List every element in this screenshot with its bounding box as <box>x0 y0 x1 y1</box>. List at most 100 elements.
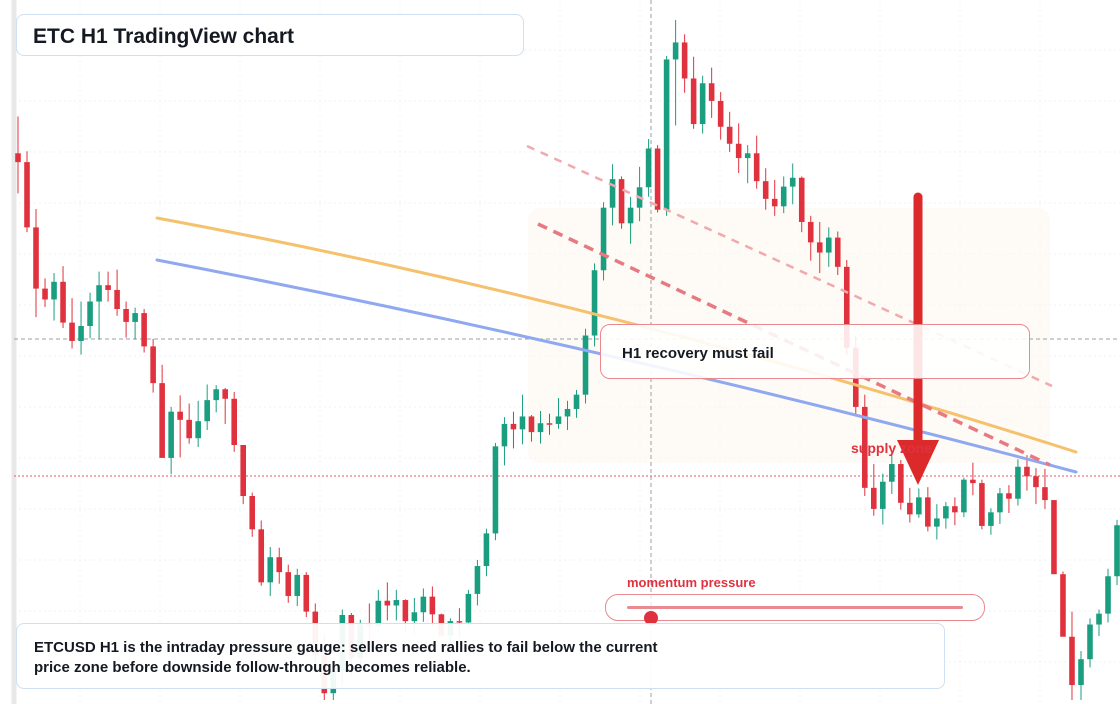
candle <box>943 502 949 529</box>
candle-body <box>15 153 21 163</box>
candle <box>961 477 967 518</box>
candle <box>384 582 391 621</box>
candle-body <box>492 446 499 534</box>
candle-body <box>375 600 382 626</box>
candle <box>1069 611 1075 700</box>
caption-text: ETCUSD H1 is the intraday pressure gauge… <box>34 639 658 676</box>
candle-body <box>258 529 265 583</box>
candle <box>87 292 93 339</box>
candle-body <box>735 143 742 159</box>
candle-body <box>510 423 517 430</box>
candle <box>168 406 174 475</box>
candle-body <box>699 83 706 125</box>
gauge-knob <box>643 611 658 625</box>
candle <box>492 442 499 541</box>
candle <box>249 492 256 537</box>
candle-body <box>825 237 832 253</box>
candle-body <box>726 126 733 144</box>
candle <box>1060 571 1066 637</box>
downside-arrow-head <box>897 440 939 485</box>
candle <box>771 179 778 216</box>
candle-body <box>483 533 490 567</box>
candle <box>1078 651 1084 700</box>
candle <box>871 464 877 516</box>
candle <box>69 298 75 349</box>
candle-body <box>771 198 778 207</box>
candle-body <box>285 572 292 596</box>
candle-body <box>663 59 670 210</box>
candle <box>24 151 30 233</box>
candle-body <box>880 481 886 509</box>
candle-body <box>528 416 535 433</box>
candle-body <box>249 496 256 530</box>
candle-body <box>1033 476 1039 488</box>
recovery-note: H1 recovery must fail <box>622 345 774 362</box>
candle <box>483 528 490 577</box>
candle-body <box>961 479 967 513</box>
candle-body <box>195 421 201 439</box>
candle-body <box>114 289 120 309</box>
candle <box>825 227 832 267</box>
candle-body <box>96 285 102 302</box>
caption-panel: ETCUSD H1 is the intraday pressure gauge… <box>16 623 945 689</box>
candle-body <box>645 148 652 188</box>
candle <box>222 387 228 424</box>
candle-body <box>267 557 274 583</box>
candle-body <box>150 346 156 384</box>
candle-body <box>1105 576 1111 614</box>
candle <box>42 278 48 307</box>
candle-body <box>132 313 138 322</box>
candle <box>96 271 102 340</box>
candle-body <box>898 464 904 503</box>
candle <box>1096 609 1102 637</box>
candle-body <box>654 148 661 210</box>
candle <box>573 389 580 418</box>
candle <box>429 586 436 626</box>
candle <box>816 221 823 273</box>
candle <box>177 395 183 458</box>
candle <box>294 568 301 607</box>
candle <box>1051 500 1057 575</box>
candle-body <box>186 419 192 439</box>
candle <box>717 92 724 140</box>
candle-body <box>465 593 472 623</box>
candle <box>807 215 814 261</box>
candle-body <box>681 42 688 79</box>
candle-body <box>1051 500 1057 575</box>
title-panel: ETC H1 TradingView chart <box>16 14 524 56</box>
candle-body <box>889 464 895 482</box>
candle <box>753 135 760 189</box>
candle-body <box>537 423 544 433</box>
candle <box>672 20 679 126</box>
candle-body <box>861 406 868 488</box>
candle <box>123 301 129 338</box>
candle-body <box>1069 636 1075 686</box>
candle-body <box>105 285 111 290</box>
candle <box>267 547 274 596</box>
candle-body <box>276 557 283 573</box>
candle-body <box>240 445 247 496</box>
candle <box>663 56 670 216</box>
candle <box>789 163 796 205</box>
candle <box>880 473 886 525</box>
candle <box>997 487 1003 524</box>
candle <box>1006 485 1012 513</box>
candle-body <box>1096 613 1102 625</box>
candle <box>1105 568 1111 623</box>
candle <box>474 559 481 606</box>
candle <box>591 263 598 347</box>
candle <box>141 309 147 353</box>
candle-body <box>798 177 805 222</box>
candle <box>744 145 751 184</box>
candle <box>979 479 985 530</box>
candle-body <box>952 506 958 513</box>
candle-body <box>997 493 1003 513</box>
candle <box>988 508 994 535</box>
candle-body <box>384 600 391 606</box>
candle <box>925 487 931 532</box>
candle <box>618 176 625 229</box>
candle-body <box>970 479 976 484</box>
candle-body <box>708 83 715 101</box>
candle-body <box>1024 466 1030 477</box>
candle-body <box>907 502 913 515</box>
